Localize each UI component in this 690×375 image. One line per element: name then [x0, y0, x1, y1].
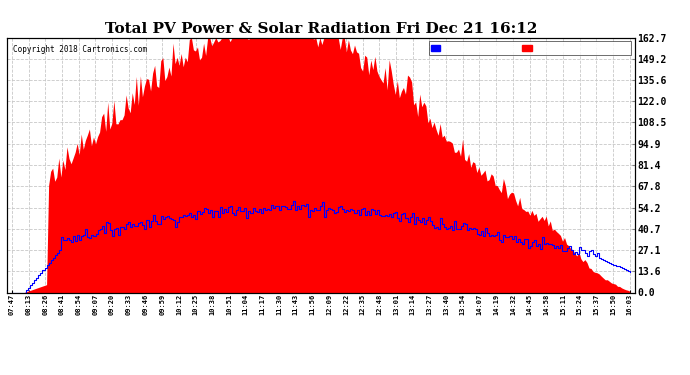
Title: Total PV Power & Solar Radiation Fri Dec 21 16:12: Total PV Power & Solar Radiation Fri Dec… — [105, 22, 537, 36]
Legend: Radiation  (w/m2), PV Panels  (DC Watts): Radiation (w/m2), PV Panels (DC Watts) — [428, 41, 631, 55]
Text: Copyright 2018 Cartronics.com: Copyright 2018 Cartronics.com — [13, 45, 147, 54]
